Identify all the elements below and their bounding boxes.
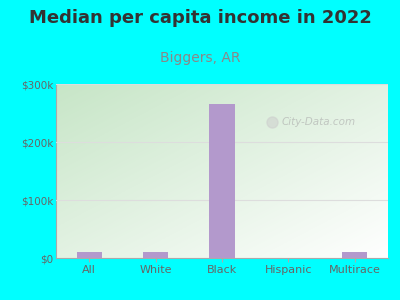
Bar bbox=[143, 252, 168, 258]
Bar bbox=[209, 104, 235, 258]
Bar bbox=[76, 252, 102, 258]
Bar bbox=[342, 252, 368, 258]
Text: Median per capita income in 2022: Median per capita income in 2022 bbox=[28, 9, 372, 27]
Text: Biggers, AR: Biggers, AR bbox=[160, 51, 240, 65]
Text: City-Data.com: City-Data.com bbox=[282, 117, 356, 127]
